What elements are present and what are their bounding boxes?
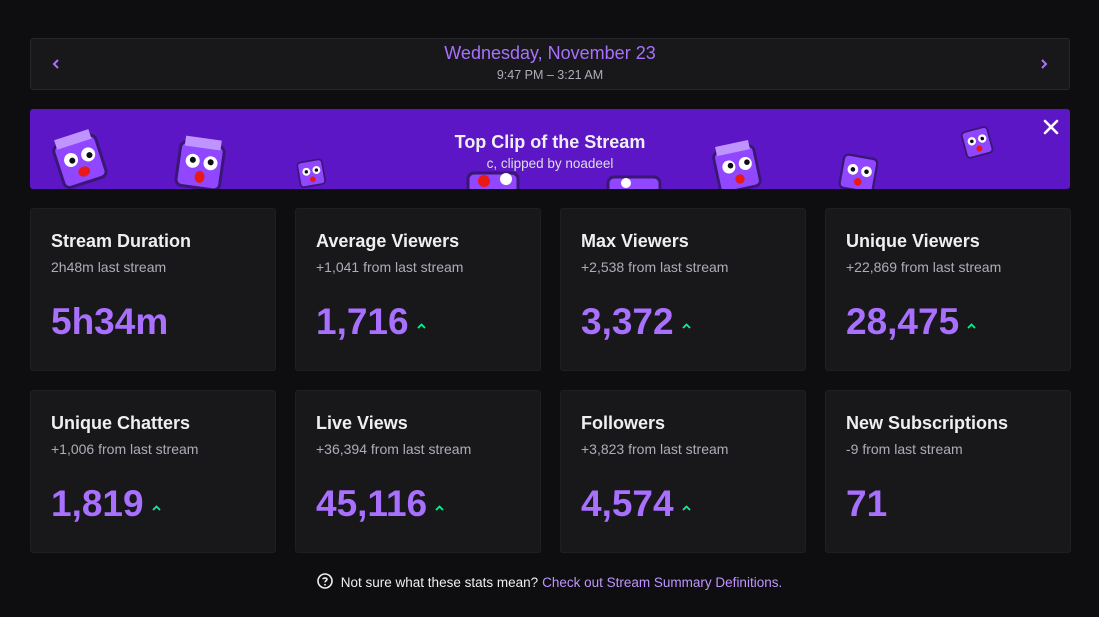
stat-value: 28,475 <box>846 301 960 342</box>
stat-value: 4,574 <box>581 483 674 524</box>
cube-emote-icon <box>292 152 332 189</box>
cube-emote-icon <box>955 119 1000 168</box>
stat-card-average-viewers: Average Viewers +1,041 from last stream … <box>295 208 541 371</box>
stream-date: Wednesday, November 23 <box>444 43 656 63</box>
stat-card-followers: Followers +3,823 from last stream 4,574 <box>560 390 806 553</box>
top-clip-title: Top Clip of the Stream <box>454 132 646 152</box>
date-navigator: Wednesday, November 23 9:47 PM – 3:21 AM <box>30 38 1070 90</box>
question-circle-icon <box>316 573 333 592</box>
stat-delta: +36,394 from last stream <box>316 441 472 457</box>
stat-delta: +1,041 from last stream <box>316 259 464 275</box>
close-banner-button[interactable] <box>1040 116 1062 138</box>
stat-delta: +3,823 from last stream <box>581 441 729 457</box>
previous-stream-button[interactable] <box>31 39 81 89</box>
stat-label: Live Views <box>316 413 408 433</box>
top-clip-subtitle: c, clipped by noadeel <box>486 156 614 171</box>
stream-time-range: 9:47 PM – 3:21 AM <box>496 68 604 82</box>
close-icon <box>1043 119 1059 135</box>
trend-up-icon <box>416 316 426 334</box>
stat-delta: +22,869 from last stream <box>846 259 1002 275</box>
stat-label: Unique Viewers <box>846 231 980 251</box>
help-question-text: Not sure what these stats mean? <box>340 575 539 590</box>
stat-card-max-viewers: Max Viewers +2,538 from last stream 3,37… <box>560 208 806 371</box>
cube-emote-icon <box>704 134 771 189</box>
stat-card-unique-chatters: Unique Chatters +1,006 from last stream … <box>30 390 276 553</box>
next-stream-button[interactable] <box>1019 39 1069 89</box>
stat-label: Unique Chatters <box>51 413 191 433</box>
stat-label: Max Viewers <box>581 231 689 251</box>
trend-up-icon <box>681 498 691 516</box>
stat-label: Stream Duration <box>51 231 192 251</box>
stat-card-unique-viewers: Unique Viewers +22,869 from last stream … <box>825 208 1071 371</box>
stats-help-footer: Not sure what these stats mean? Check ou… <box>0 573 1099 592</box>
stat-value: 1,716 <box>316 301 409 342</box>
stat-delta: -9 from last stream <box>846 441 963 457</box>
stat-card-stream-duration: Stream Duration 2h48m last stream 5h34m <box>30 208 276 371</box>
stat-delta: +2,538 from last stream <box>581 259 729 275</box>
stat-delta: 2h48m last stream <box>51 259 167 275</box>
cube-emote-icon <box>602 173 666 189</box>
chevron-left-icon <box>52 59 59 69</box>
stat-card-live-views: Live Views +36,394 from last stream 45,1… <box>295 390 541 553</box>
trend-up-icon <box>435 498 444 516</box>
stat-delta: +1,006 from last stream <box>51 441 199 457</box>
stat-value: 3,372 <box>581 301 674 342</box>
cube-emote-icon <box>462 167 526 189</box>
cube-emote-icon <box>43 122 118 189</box>
trend-up-icon <box>151 498 161 516</box>
stream-summary-definitions-link[interactable]: Check out Stream Summary Definitions. <box>542 575 783 590</box>
stat-label: New Subscriptions <box>846 413 1009 433</box>
trend-up-icon <box>967 316 976 334</box>
stat-label: Followers <box>581 413 666 433</box>
cube-emote-icon <box>832 145 886 189</box>
stat-value: 1,819 <box>51 483 144 524</box>
stat-card-new-subscriptions: New Subscriptions -9 from last stream 71 <box>825 390 1071 553</box>
trend-up-icon <box>681 316 691 334</box>
cube-emote-icon <box>168 130 234 189</box>
top-clip-banner[interactable]: Top Clip of the Stream c, clipped by noa… <box>30 109 1070 189</box>
stat-value: 71 <box>846 483 888 524</box>
stat-value: 5h34m <box>51 301 169 342</box>
chevron-right-icon <box>1041 59 1048 69</box>
stat-value: 45,116 <box>316 483 428 524</box>
stat-label: Average Viewers <box>316 231 460 251</box>
